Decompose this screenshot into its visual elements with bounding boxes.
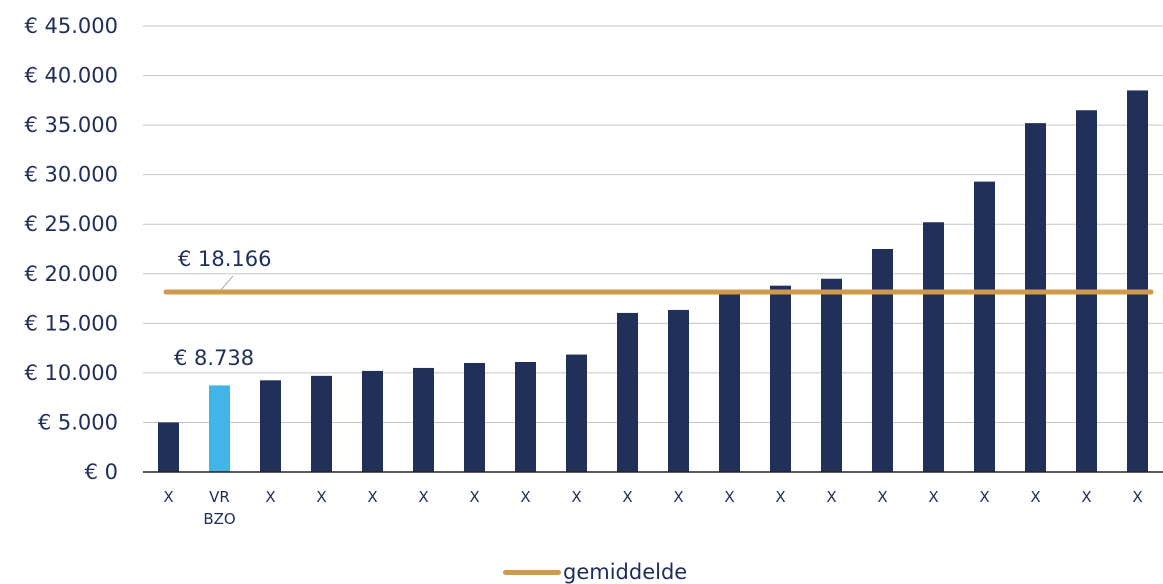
legend: gemiddelde: [503, 560, 687, 584]
y-tick-label: € 45.000: [24, 14, 118, 38]
bar: [923, 222, 944, 472]
bar: [413, 367, 434, 472]
x-tick-label: X: [520, 488, 530, 506]
bar-highlight: [209, 385, 230, 472]
y-tick-label: € 35.000: [24, 113, 118, 137]
bar: [515, 361, 536, 472]
average-value-label: € 18.166: [178, 247, 272, 271]
x-tick-label: X: [622, 488, 632, 506]
grid-lines: [143, 25, 1163, 423]
data-labels: € 18.166 € 8.738: [174, 247, 272, 370]
x-tick-label: X: [826, 488, 836, 506]
x-tick-label: X: [673, 488, 683, 506]
bar: [158, 422, 179, 472]
bar: [974, 181, 995, 473]
bar: [1025, 123, 1046, 472]
average-line-group: [163, 275, 1154, 295]
bar: [821, 278, 842, 472]
x-tick-label: X: [928, 488, 938, 506]
x-tick-label: X: [418, 488, 428, 506]
y-tick-label: € 10.000: [24, 361, 118, 385]
x-tick-label: X: [265, 488, 275, 506]
bar: [362, 370, 383, 472]
bar: [719, 291, 740, 472]
bar: [668, 309, 689, 472]
x-tick-label: VR BZO: [203, 488, 235, 528]
x-tick-label: X: [469, 488, 479, 506]
y-tick-label: € 40.000: [24, 64, 118, 88]
x-tick-label: X: [163, 488, 173, 506]
x-tick-label: X: [1132, 488, 1142, 506]
bars: [158, 90, 1148, 473]
bar: [1127, 90, 1148, 472]
legend-swatch-average: [503, 569, 561, 575]
bar: [464, 362, 485, 472]
x-tick-label: X: [775, 488, 785, 506]
y-axis: € 0 € 5.000 € 10.000 € 15.000 € 20.000 € 25.0…: [24, 14, 118, 484]
x-tick-label: X: [571, 488, 581, 506]
y-tick-label: € 15.000: [24, 311, 118, 335]
bar: [872, 249, 893, 472]
x-tick-label: X: [1081, 488, 1091, 506]
y-tick-label: € 20.000: [24, 262, 118, 286]
bar: [311, 375, 332, 472]
bar: [260, 380, 281, 472]
x-tick-label: X: [877, 488, 887, 506]
bar: [770, 285, 791, 472]
average-leader-line: [220, 275, 234, 291]
bar: [566, 354, 587, 472]
x-tick-label: X: [724, 488, 734, 506]
x-axis: X VR BZO X X X X X X X X X X X X X X X X X X: [163, 488, 1142, 528]
x-tick-label: X: [1030, 488, 1040, 506]
y-tick-label: € 25.000: [24, 212, 118, 236]
x-tick-label: X: [316, 488, 326, 506]
bar: [617, 312, 638, 472]
legend-label-average: gemiddelde: [563, 560, 688, 584]
highlight-value-label: € 8.738: [174, 346, 254, 370]
x-tick-label: X: [979, 488, 989, 506]
x-tick-label: X: [367, 488, 377, 506]
y-tick-label: € 5.000: [38, 410, 118, 434]
y-tick-label: € 30.000: [24, 163, 118, 187]
y-tick-label: € 0: [85, 460, 118, 484]
